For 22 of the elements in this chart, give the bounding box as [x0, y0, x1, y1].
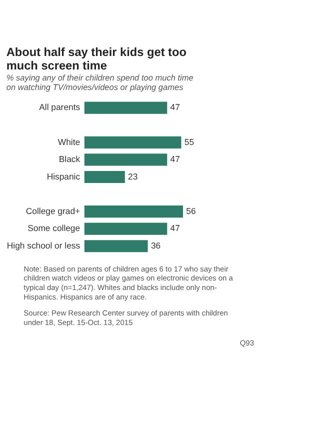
- data-label: 47: [170, 102, 180, 112]
- bar: [84, 240, 148, 252]
- y-tick-label: Black: [58, 154, 81, 164]
- bar: [84, 170, 125, 184]
- data-label: 23: [128, 171, 138, 182]
- bar: [84, 206, 184, 218]
- data-label: 36: [150, 240, 161, 250]
- bar: [84, 136, 182, 148]
- y-tick-label: College grad+: [26, 206, 80, 216]
- data-label: 55: [184, 136, 194, 147]
- y-tick-label: Some college: [28, 223, 80, 234]
- data-label: 56: [186, 206, 196, 216]
- bar: [84, 222, 168, 235]
- bar: [84, 154, 168, 166]
- y-tick-label: High school or less: [6, 240, 81, 250]
- data-label: 47: [170, 154, 180, 164]
- y-tick-label: Hispanic: [46, 171, 81, 182]
- chart-title: About half say their kids get too much screen time: [6, 44, 186, 72]
- y-tick-label: All parents: [39, 102, 81, 112]
- data-label: 47: [170, 223, 180, 234]
- y-tick-label: White: [58, 136, 80, 147]
- bar: [84, 102, 168, 114]
